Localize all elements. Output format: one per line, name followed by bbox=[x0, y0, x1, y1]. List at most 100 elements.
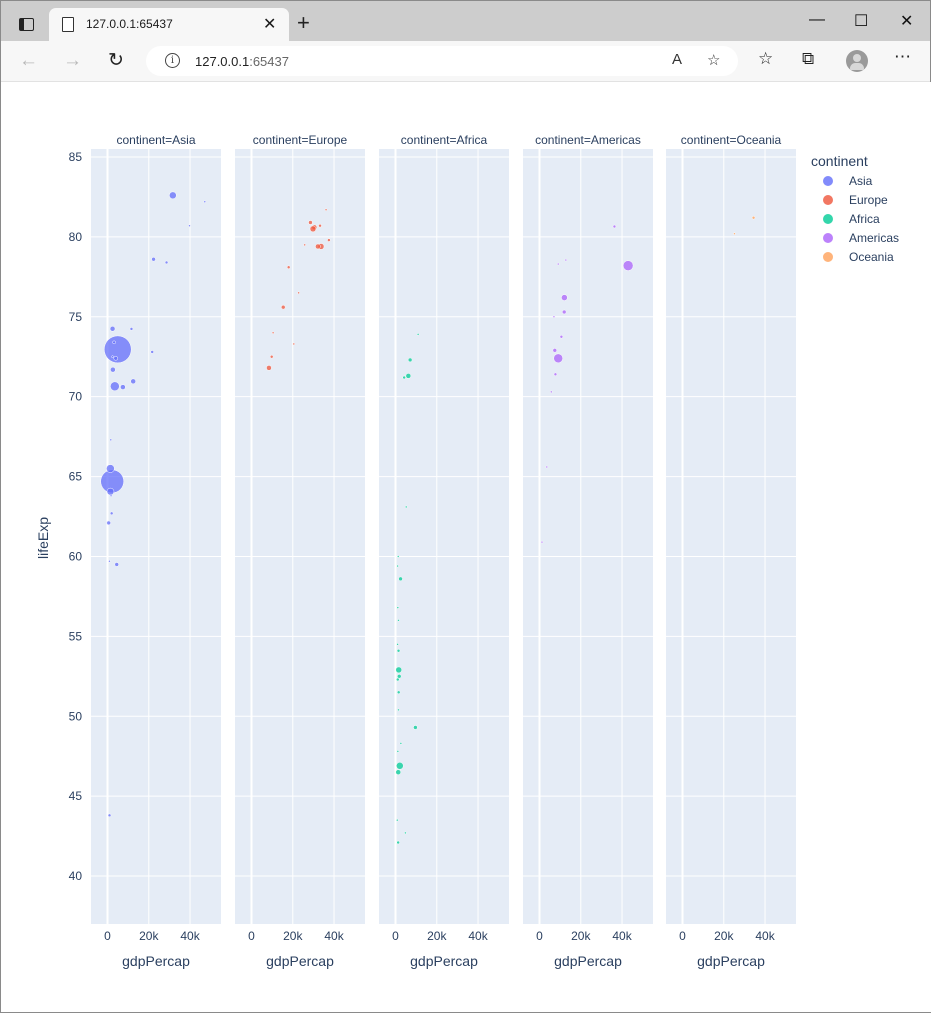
data-point-asia bbox=[169, 191, 177, 200]
forward-icon[interactable]: → bbox=[63, 50, 82, 71]
x-tick-label: 0 bbox=[679, 929, 686, 943]
y-tick-label: 45 bbox=[69, 789, 83, 803]
data-point-africa bbox=[395, 666, 402, 674]
data-point-africa bbox=[398, 576, 403, 582]
x-tick-label: 40k bbox=[755, 929, 775, 943]
x-axis-label: gdpPercap bbox=[122, 953, 190, 969]
facet-title: continent=Americas bbox=[535, 133, 641, 147]
data-point-africa bbox=[396, 643, 399, 646]
data-point-africa bbox=[396, 649, 401, 653]
data-point-africa bbox=[396, 564, 399, 568]
data-point-asia bbox=[109, 511, 114, 516]
data-point-africa bbox=[396, 606, 400, 609]
data-point-asia bbox=[106, 487, 115, 496]
y-tick-label: 70 bbox=[69, 390, 83, 404]
minimize-icon[interactable]: — bbox=[809, 11, 825, 28]
reload-icon[interactable]: ↻ bbox=[108, 50, 124, 71]
data-point-americas bbox=[561, 294, 568, 301]
back-icon[interactable]: ← bbox=[19, 50, 38, 71]
read-aloud-icon[interactable]: A bbox=[672, 51, 683, 68]
data-point-europe bbox=[286, 265, 291, 269]
data-point-asia bbox=[164, 260, 169, 265]
x-tick-label: 40k bbox=[612, 929, 632, 943]
address-bar[interactable]: i 127.0.0.1:65437 A ☆ bbox=[146, 46, 738, 76]
data-point-americas bbox=[540, 540, 544, 544]
x-tick-label: 0 bbox=[248, 929, 255, 943]
faceted-scatter-chart: 0 20k 40k continent=Asia gdpPercap 0 20k 40k con… bbox=[35, 133, 899, 969]
data-point-europe bbox=[327, 238, 331, 242]
favorites-icon[interactable]: ☆ bbox=[758, 49, 774, 68]
tab-actions-icon[interactable] bbox=[19, 18, 34, 31]
url-text: 127.0.0.1:65437 bbox=[195, 54, 289, 69]
y-tick-label: 55 bbox=[69, 629, 83, 643]
legend-label-europe: Europe bbox=[849, 193, 888, 207]
data-point-americas bbox=[561, 309, 567, 315]
data-point-africa bbox=[404, 831, 407, 835]
data-point-asia bbox=[130, 378, 136, 385]
plot-panel-2 bbox=[235, 149, 365, 924]
data-point-asia bbox=[110, 381, 120, 392]
page-icon bbox=[62, 17, 74, 32]
close-icon[interactable]: ✕ bbox=[263, 16, 277, 33]
window-close-icon[interactable]: ✕ bbox=[900, 13, 914, 30]
data-point-americas bbox=[553, 353, 563, 364]
legend-marker-americas bbox=[823, 233, 833, 243]
y-tick-label: 50 bbox=[69, 709, 83, 723]
data-point-europe bbox=[309, 225, 317, 233]
data-point-americas bbox=[545, 465, 549, 469]
data-point-europe bbox=[324, 208, 328, 211]
data-point-asia bbox=[129, 327, 134, 331]
data-point-asia bbox=[120, 384, 126, 390]
x-axis-label: gdpPercap bbox=[266, 953, 334, 969]
x-axis-label: gdpPercap bbox=[554, 953, 622, 969]
data-point-asia bbox=[106, 520, 111, 526]
data-point-americas bbox=[556, 262, 560, 266]
data-point-africa bbox=[396, 840, 400, 845]
data-point-asia bbox=[151, 257, 156, 262]
more-icon[interactable]: ⋯ bbox=[894, 47, 911, 66]
plus-icon[interactable]: + bbox=[297, 10, 310, 35]
legend-label-africa: Africa bbox=[849, 212, 880, 226]
facet-title: continent=Oceania bbox=[681, 133, 782, 147]
data-point-europe bbox=[281, 304, 286, 310]
data-point-oceania bbox=[733, 232, 736, 235]
browser-tab[interactable]: 127.0.0.1:65437 ✕ bbox=[49, 8, 289, 41]
data-point-asia bbox=[112, 340, 116, 345]
collections-icon[interactable]: ⧉ bbox=[802, 49, 815, 68]
x-tick-label: 0 bbox=[104, 929, 111, 943]
facet-title: continent=Asia bbox=[116, 133, 195, 147]
info-icon[interactable]: i bbox=[165, 53, 180, 68]
facet-title: continent=Africa bbox=[401, 133, 488, 147]
data-point-africa bbox=[405, 373, 412, 379]
plot-panel-5 bbox=[666, 149, 796, 924]
data-point-americas bbox=[622, 260, 634, 271]
legend-title: continent bbox=[811, 153, 868, 169]
data-point-africa bbox=[396, 750, 400, 753]
data-point-asia bbox=[106, 464, 115, 473]
tab-title: 127.0.0.1:65437 bbox=[86, 17, 173, 31]
data-point-americas bbox=[550, 390, 553, 394]
plot-panel-1 bbox=[91, 149, 221, 924]
data-point-americas bbox=[612, 224, 617, 229]
data-point-africa bbox=[395, 769, 401, 775]
legend-marker-asia bbox=[823, 176, 833, 186]
data-point-africa bbox=[396, 818, 399, 822]
data-point-asia bbox=[111, 355, 114, 358]
url-port: :65437 bbox=[249, 54, 289, 69]
x-tick-label: 20k bbox=[139, 929, 159, 943]
add-favorite-icon[interactable]: ☆ bbox=[707, 52, 721, 69]
y-tick-label: 40 bbox=[69, 869, 83, 883]
data-point-asia bbox=[203, 200, 207, 203]
data-point-europe bbox=[308, 220, 313, 225]
data-point-oceania bbox=[751, 215, 756, 220]
y-axis-label: lifeExp bbox=[35, 517, 51, 559]
data-point-africa bbox=[396, 674, 402, 679]
x-tick-label: 0 bbox=[536, 929, 543, 943]
data-point-africa bbox=[396, 762, 404, 770]
maximize-icon[interactable]: ☐ bbox=[854, 13, 869, 30]
legend-label-asia: Asia bbox=[849, 174, 873, 188]
data-point-asia bbox=[109, 438, 113, 442]
data-point-africa bbox=[416, 333, 420, 336]
profile-avatar[interactable] bbox=[846, 50, 868, 72]
